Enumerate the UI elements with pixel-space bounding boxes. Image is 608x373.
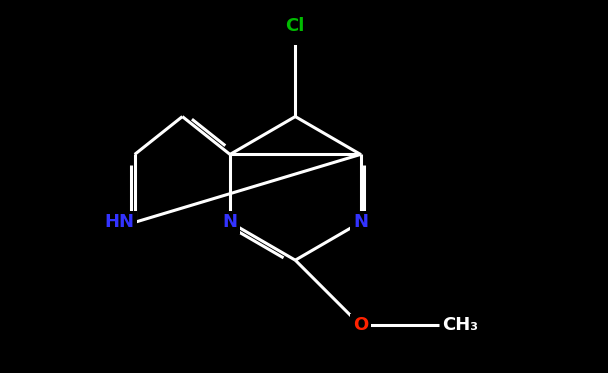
Text: CH₃: CH₃ xyxy=(442,316,478,335)
Text: O: O xyxy=(353,316,368,335)
Text: HN: HN xyxy=(105,213,135,231)
Text: N: N xyxy=(353,213,368,231)
Text: N: N xyxy=(223,213,238,231)
Text: Cl: Cl xyxy=(286,17,305,35)
